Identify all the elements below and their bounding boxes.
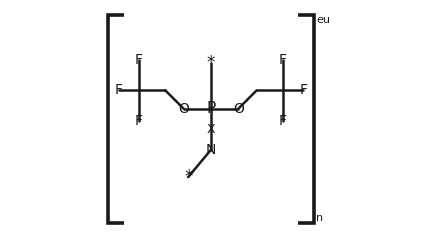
Text: *: * [207, 54, 215, 72]
Text: N: N [206, 143, 216, 157]
Text: F: F [300, 83, 308, 97]
Text: P: P [206, 101, 216, 116]
Text: O: O [178, 102, 189, 116]
Text: O: O [233, 102, 244, 116]
Text: *: * [184, 168, 192, 186]
Text: F: F [279, 114, 287, 128]
Text: X: X [207, 123, 215, 136]
Text: F: F [279, 53, 287, 67]
Text: F: F [135, 53, 143, 67]
Text: eu: eu [316, 15, 330, 25]
Text: F: F [114, 83, 122, 97]
Text: F: F [135, 114, 143, 128]
Text: n: n [316, 213, 323, 223]
